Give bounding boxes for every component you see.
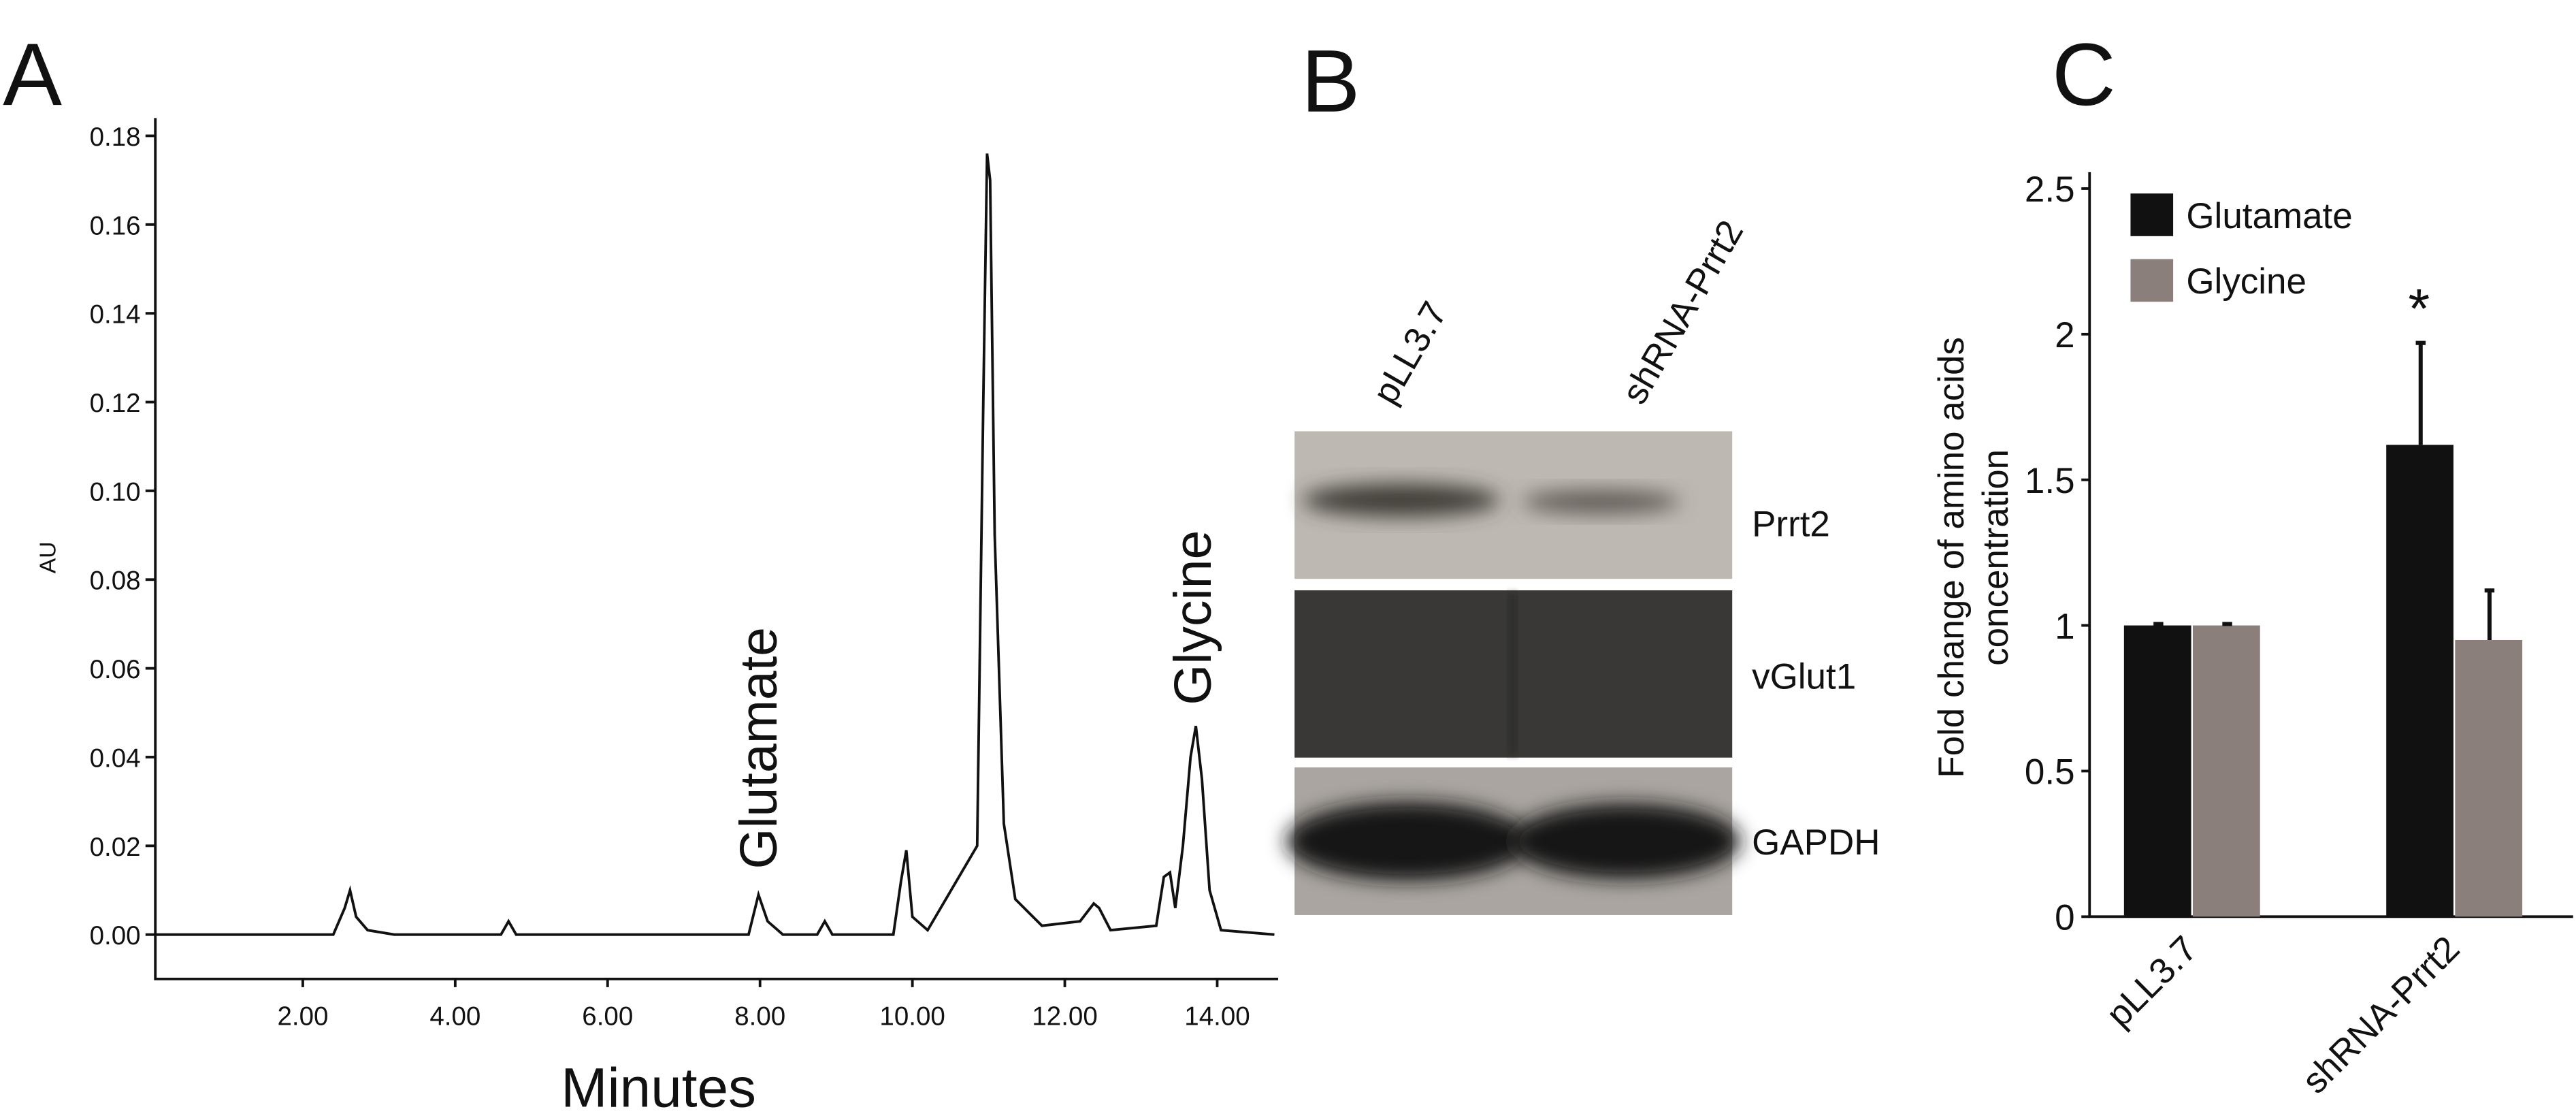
x-tick-label: shRNA-Prrt2: [2294, 929, 2467, 1102]
y-tick-label: 0.18: [90, 123, 141, 152]
error-bar: [2222, 622, 2232, 626]
band: [1286, 801, 1529, 881]
y-tick-label: 0.02: [90, 833, 141, 862]
error-bar: [2415, 340, 2426, 445]
band: [1511, 803, 1741, 879]
y-tick-label: 0.08: [90, 566, 141, 596]
significance-mark: *: [2408, 278, 2430, 340]
y-tick-label: 0.10: [90, 477, 141, 507]
error-bar: [2153, 622, 2164, 626]
x-tick-label: 14.00: [1184, 1002, 1250, 1031]
error-bar: [2484, 588, 2495, 640]
bar: [2455, 639, 2523, 917]
band-label: vGlut1: [1752, 657, 1856, 697]
x-tick-label: pLL3.7: [2099, 929, 2205, 1035]
y-axis-label: Fold change of amino acids: [1931, 337, 1972, 778]
peak-annotation: Glycine: [1164, 530, 1222, 705]
x-tick-label: 4.00: [429, 1002, 480, 1031]
bar: [2123, 625, 2191, 917]
x-tick-label: 2.00: [277, 1002, 328, 1031]
legend-label: Glycine: [2186, 261, 2306, 302]
y-tick-label: 0: [2055, 898, 2074, 938]
x-tick-label: 6.00: [582, 1002, 633, 1031]
bar: [2386, 445, 2453, 917]
lane-edge: [1507, 593, 1518, 754]
y-tick-label: 2.5: [2025, 170, 2075, 210]
y-tick-label: 0.04: [90, 743, 141, 773]
legend-swatch: [2130, 193, 2174, 236]
axis: [154, 118, 1279, 980]
y-tick-label: 1.5: [2025, 461, 2075, 501]
y-tick-label: 0.12: [90, 389, 141, 418]
legend-label: Glutamate: [2186, 196, 2352, 236]
y-tick-label: 2: [2055, 315, 2074, 355]
x-tick-label: 10.00: [879, 1002, 945, 1031]
panel-label: B: [1301, 31, 1360, 131]
legend-swatch: [2130, 259, 2174, 302]
band: [1303, 483, 1500, 517]
y-tick-label: 1: [2055, 607, 2074, 647]
peak-annotation: Glutamate: [730, 627, 788, 869]
lane-label: shRNA-Prrt2: [1614, 214, 1751, 411]
y-tick-label: 0.06: [90, 655, 141, 684]
panel-label: C: [2052, 25, 2116, 124]
y-axis-label: AU: [35, 541, 61, 573]
y-tick-label: 0.14: [90, 300, 141, 330]
y-tick-label: 0.00: [90, 921, 141, 950]
x-tick-label: 12.00: [1032, 1002, 1097, 1031]
y-tick-label: 0.16: [90, 211, 141, 240]
chromatogram-line: [154, 153, 1275, 936]
x-axis-label: Minutes: [561, 1057, 756, 1119]
band: [1522, 490, 1680, 513]
lane-label: pLL3.7: [1365, 295, 1455, 411]
y-axis-label: concentration: [1976, 449, 2016, 666]
y-tick-label: 0.5: [2025, 752, 2075, 793]
panel-label: A: [3, 25, 62, 124]
bar: [2192, 625, 2260, 917]
x-tick-label: 8.00: [734, 1002, 785, 1031]
band-label: GAPDH: [1752, 822, 1880, 863]
band-label: Prrt2: [1752, 505, 1830, 545]
